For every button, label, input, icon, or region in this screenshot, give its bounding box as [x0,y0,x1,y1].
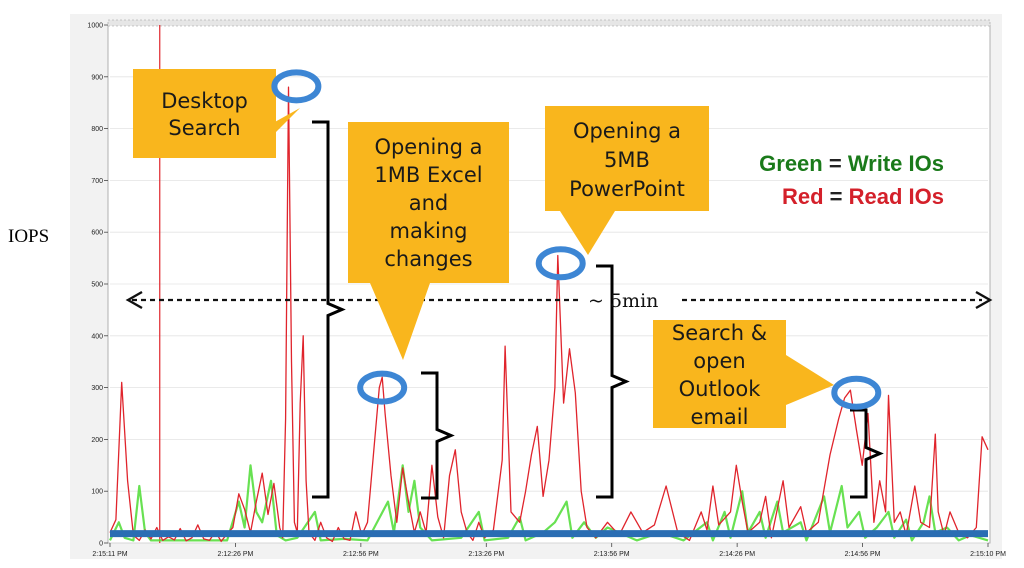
duration-label: ~ 5min [588,290,658,312]
callout-text-line: 5MB [604,148,650,172]
x-tick-label: 2:13:56 PM [594,551,630,558]
callout-3: Opening a 5MB PowerPoint [545,106,709,255]
callout-box [545,106,709,211]
legend-series-name: Write IOs [848,151,944,176]
callout-pointer [560,211,615,255]
y-tick-label: 0 [99,541,103,548]
callout-box [653,320,786,428]
peak-highlight-circle [535,246,586,281]
y-tick-label: 600 [91,230,103,237]
y-tick-label: 700 [91,178,103,185]
x-tick-label: 2:15:10 PM [970,551,1006,558]
peak-highlight-circle [831,375,882,410]
callout-4: Search & open Outlook email [653,320,834,429]
bracket [850,408,884,499]
y-tick-label: 900 [91,74,103,81]
y-tick-label: 500 [91,282,103,289]
legend-equals: = [824,184,849,209]
x-tick-label: 2:12:26 PM [218,551,254,558]
callout-text-line: Outlook [679,377,762,401]
legend-equals: = [823,151,848,176]
write-ios-line [109,464,989,542]
y-tick-label: 200 [91,437,103,444]
y-tick-label: 100 [91,489,103,496]
peak-highlight-circle [357,370,408,405]
callout-text-line: 1MB Excel [374,163,482,187]
y-axis-label: IOPS [8,226,49,247]
legend-entry: Red = Read IOs [782,184,944,209]
bracket [421,371,455,500]
callout-pointer [370,283,430,360]
duration-arrow-left-head [125,290,143,310]
callout-text-line: and [409,191,449,215]
duration-arrow-right-head [975,290,993,310]
y-tick-label: 800 [91,126,103,133]
callout-pointer [786,355,834,405]
bracket [312,120,346,499]
peak-highlight-circle [271,69,322,104]
callout-box [133,69,276,158]
callout-text-line: making [390,219,468,243]
x-tick-label: 2:14:26 PM [719,551,755,558]
legend-entry: Green = Write IOs [759,151,944,176]
x-tick-label: 2:15:11 PM [92,551,127,558]
top-band [107,19,991,27]
callout-text-line: Search [168,116,240,140]
callout-text-line: Opening a [573,119,681,143]
callout-text-line: email [691,405,749,429]
callout-text-line: PowerPoint [569,177,685,201]
legend-color-name: Red [782,184,824,209]
callout-text-line: Search & [672,321,767,345]
bracket [596,264,630,499]
callout-text-line: Desktop [161,89,248,113]
read-ios-line [109,86,989,543]
callout-text-line: Opening a [374,135,482,159]
callout-2: Opening a 1MB Excel and making changes [348,122,509,360]
y-tick-label: 300 [91,385,103,392]
legend-color-name: Green [759,151,823,176]
callout-text-line: open [693,349,745,373]
callout-box [348,122,509,283]
x-tick-label: 2:13:26 PM [468,551,504,558]
y-tick-label: 1000 [87,23,103,30]
x-tick-label: 2:14:56 PM [845,551,881,558]
legend-series-name: Read IOs [849,184,944,209]
x-tick-label: 2:12:56 PM [343,551,379,558]
callout-1: Desktop Search [133,69,300,158]
y-tick-label: 400 [91,333,103,340]
callout-text-line: changes [384,247,472,271]
